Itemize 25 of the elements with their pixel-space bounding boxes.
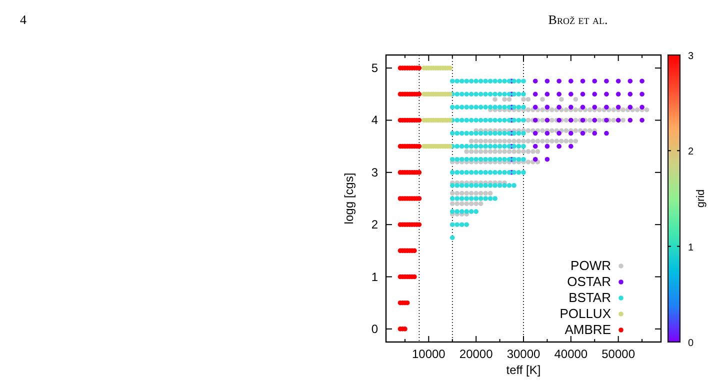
legend-label: OSTAR (567, 274, 611, 289)
x-tick-label: 40000 (554, 347, 588, 361)
x-tick-label: 20000 (459, 347, 494, 361)
legend-label: POWR (570, 258, 611, 273)
color-bar-label: 0 (688, 338, 694, 349)
legend-label: POLLUX (560, 306, 612, 321)
y-axis-title: logg [cgs] (342, 172, 356, 224)
text: 4 (20, 12, 27, 27)
x-tick-label: 50000 (602, 347, 636, 361)
color-bar-title: grid (695, 189, 707, 208)
y-tick-label: 4 (371, 113, 378, 128)
y-tick-label: 0 (371, 322, 378, 336)
x-tick-label: 10000 (412, 347, 446, 361)
legend-label: BSTAR (568, 290, 611, 305)
legend-label: AMBRE (564, 322, 612, 337)
color-bar-label: 3 (688, 51, 694, 62)
y-tick-label: 1 (371, 270, 378, 284)
x-tick-label: 30000 (506, 347, 541, 361)
color-bar-label: 2 (688, 146, 694, 158)
x-axis-title: teff [K] (506, 363, 541, 377)
y-tick-label: 5 (371, 61, 378, 76)
y-tick-label: 3 (371, 165, 378, 180)
y-tick-label: 2 (371, 218, 378, 232)
text: Brož et al. (548, 12, 608, 27)
color-bar-label: 1 (688, 242, 694, 254)
